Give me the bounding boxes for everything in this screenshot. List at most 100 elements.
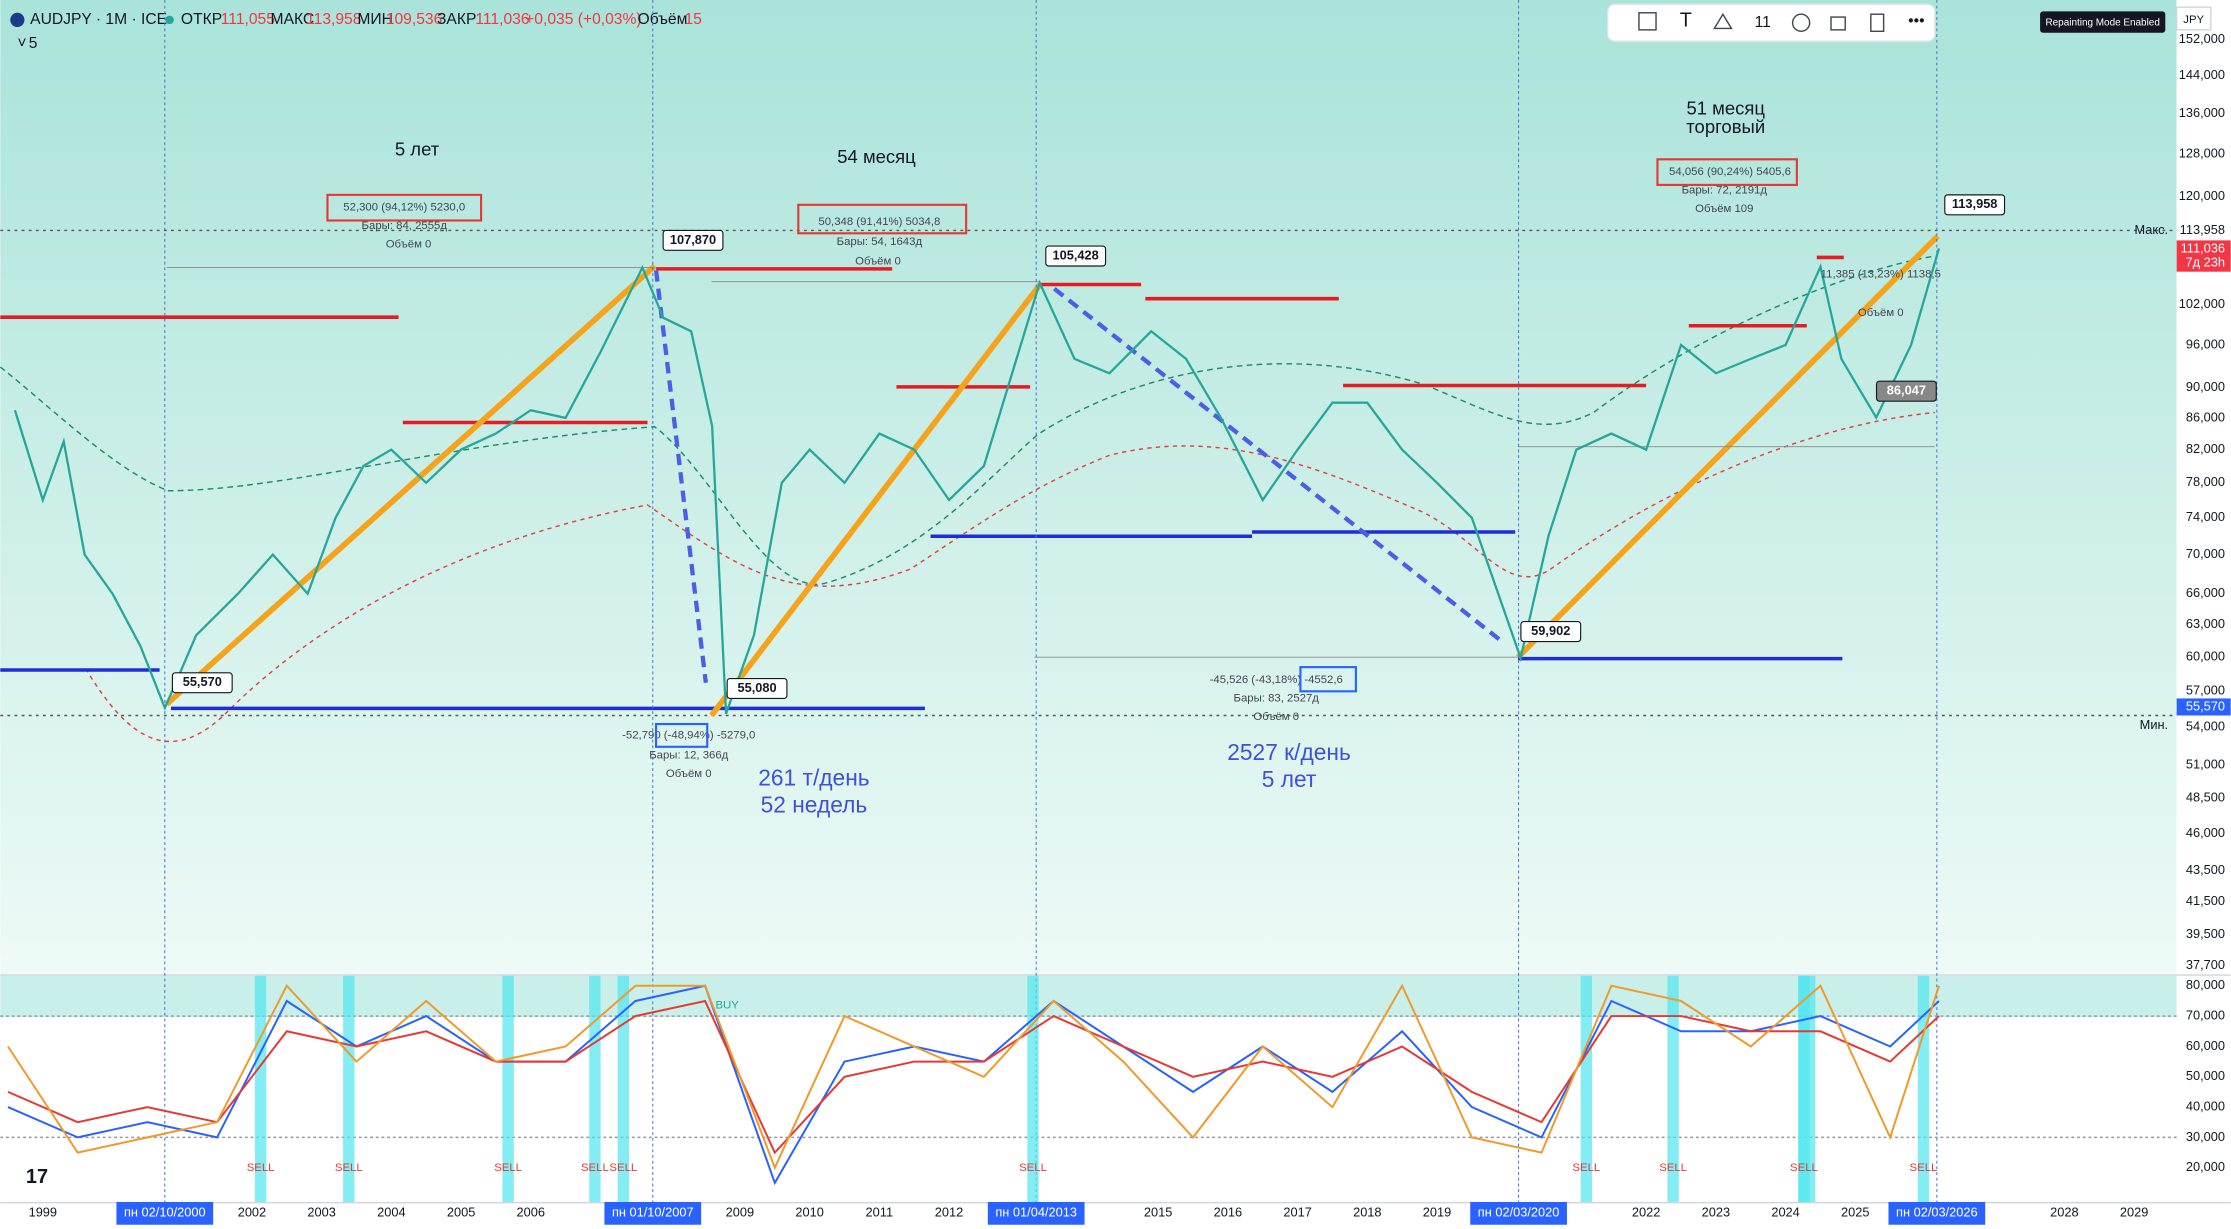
osc-tick-label: 60,000 bbox=[2186, 1038, 2225, 1053]
measure-text: Объём 109 bbox=[1695, 203, 1753, 215]
sell-label: SELL bbox=[1572, 1162, 1600, 1174]
last-value: 111,036 bbox=[2181, 240, 2225, 255]
status-dot bbox=[165, 15, 174, 25]
callout-box bbox=[662, 229, 724, 251]
y-tick-label: 46,000 bbox=[2186, 825, 2225, 840]
measure-text: 11,385 (13,23%) 1138,5 bbox=[1821, 269, 1941, 281]
collapse-icon[interactable]: ˅ bbox=[17, 35, 26, 52]
sell-label: SELL bbox=[1659, 1162, 1687, 1174]
measure-text: Объём 0 bbox=[1253, 711, 1299, 723]
signal-zone bbox=[1667, 975, 1679, 1202]
signal-zone bbox=[343, 975, 355, 1202]
drawings bbox=[0, 229, 2177, 718]
date-label: пн 01/10/2007 bbox=[612, 1205, 694, 1220]
ma-lower bbox=[85, 411, 1935, 742]
osc-tick-label: 70,000 bbox=[2186, 1008, 2225, 1023]
callout: 105,428 bbox=[1053, 247, 1099, 262]
down-trend-line bbox=[1053, 287, 1506, 645]
y-tick-label: 37,700 bbox=[2186, 957, 2225, 972]
last-bg bbox=[2176, 240, 2231, 272]
min-value-bg bbox=[2176, 698, 2231, 716]
tool-width[interactable]: 11 bbox=[1755, 14, 1771, 31]
measure-box bbox=[654, 722, 709, 748]
measure-text: 50,348 (91,41%) 5034,8 bbox=[818, 216, 940, 228]
x-tick-label: 1999 bbox=[29, 1205, 57, 1220]
mode-text: Repainting Mode Enabled bbox=[2045, 17, 2159, 28]
y-tick-label: 39,500 bbox=[2186, 926, 2225, 941]
measure-box bbox=[1656, 158, 1798, 186]
signal-zone bbox=[1798, 975, 1816, 1202]
osc-line bbox=[7, 999, 1940, 1155]
measure-text: Объём 0 bbox=[666, 768, 712, 780]
tool-delete[interactable] bbox=[1870, 13, 1885, 33]
y-tick-label: 96,000 bbox=[2186, 336, 2225, 351]
measure-text: Бары: 83, 2527д bbox=[1234, 692, 1320, 704]
price-pane bbox=[0, 0, 2177, 975]
date-badge bbox=[116, 1201, 214, 1225]
y-tick-label: 60,000 bbox=[2186, 648, 2225, 663]
low: 109,536 bbox=[386, 11, 442, 28]
y-tick-label: 63,000 bbox=[2186, 616, 2225, 631]
signal-zone bbox=[254, 975, 267, 1202]
sell-label: SELL bbox=[581, 1162, 609, 1174]
x-tick-label: 2019 bbox=[1423, 1205, 1451, 1220]
annotation: 2527 к/день bbox=[1227, 739, 1351, 765]
tool-layout[interactable] bbox=[1638, 12, 1657, 31]
y-tick-label: 43,500 bbox=[2186, 862, 2225, 877]
date-badge bbox=[987, 1201, 1085, 1225]
x-tick-label: 2003 bbox=[307, 1205, 335, 1220]
currency[interactable]: JPY bbox=[2183, 14, 2204, 26]
osc-tick-label: 50,000 bbox=[2186, 1068, 2225, 1083]
measure-text: 52,300 (94,12%) 5230,0 bbox=[343, 202, 465, 214]
x-tick-label: 2002 bbox=[238, 1205, 266, 1220]
measure-text: Бары: 84, 2555д bbox=[362, 220, 448, 232]
sell-label: SELL bbox=[1910, 1162, 1938, 1174]
toolbar-box bbox=[1606, 3, 1936, 42]
x-tick-label: 2017 bbox=[1283, 1205, 1311, 1220]
date-label: пн 01/04/2013 bbox=[995, 1205, 1077, 1220]
y-tick-label: 51,000 bbox=[2186, 756, 2225, 771]
tool-settings[interactable] bbox=[1791, 13, 1811, 33]
signal-zone bbox=[589, 975, 601, 1202]
signal-zone bbox=[1027, 975, 1039, 1202]
x-tick-label: 2025 bbox=[1841, 1205, 1869, 1220]
callout-box bbox=[1875, 380, 1937, 402]
tool-lock[interactable] bbox=[1830, 16, 1846, 31]
open: 111,055 bbox=[221, 11, 275, 28]
x-tick-label: 2018 bbox=[1353, 1205, 1381, 1220]
x-tick-label: 2004 bbox=[377, 1205, 405, 1220]
date-badge bbox=[604, 1201, 702, 1225]
osc-tick-label: 30,000 bbox=[2186, 1129, 2225, 1144]
volume: 15 bbox=[684, 11, 702, 28]
max-label: Макс. bbox=[2134, 222, 2168, 237]
x-tick-label: 2015 bbox=[1144, 1205, 1172, 1220]
y-tick-label: 82,000 bbox=[2186, 441, 2225, 456]
measure-text: Объём 0 bbox=[855, 256, 901, 268]
x-tick-label: 2011 bbox=[866, 1205, 894, 1220]
signal-zone bbox=[1580, 975, 1593, 1202]
buy-label: BUY bbox=[715, 1000, 739, 1012]
annotation: 51 месяц bbox=[1686, 97, 1765, 118]
callout-box bbox=[726, 677, 788, 699]
countdown: 7д 23h bbox=[2186, 255, 2226, 270]
annotation: 52 недель bbox=[761, 792, 868, 818]
annotation: 261 т/день bbox=[758, 765, 869, 791]
tool-more[interactable]: ••• bbox=[1908, 12, 1924, 29]
callout-box bbox=[1520, 621, 1582, 643]
tool-fill[interactable] bbox=[1713, 12, 1733, 30]
max-bg bbox=[2176, 221, 2231, 239]
x-tick-label: 2024 bbox=[1771, 1205, 1799, 1220]
currency-box[interactable] bbox=[2175, 6, 2212, 31]
sell-label: SELL bbox=[1790, 1162, 1818, 1174]
tool-text[interactable]: T bbox=[1680, 10, 1692, 32]
signal-zone bbox=[1917, 975, 1930, 1202]
x-tick-label: 2029 bbox=[2120, 1205, 2148, 1220]
measure-text: Бары: 54, 1643д bbox=[837, 236, 923, 248]
symbol: AUDJPY · 1M · ICE bbox=[30, 11, 167, 28]
annotation: 5 лет bbox=[1262, 766, 1317, 792]
mode-badge bbox=[2040, 11, 2166, 33]
trend-line bbox=[164, 263, 657, 707]
logo: 17 bbox=[26, 1166, 48, 1188]
x-tick-label: 2005 bbox=[447, 1205, 475, 1220]
osc-line bbox=[7, 983, 1940, 1171]
